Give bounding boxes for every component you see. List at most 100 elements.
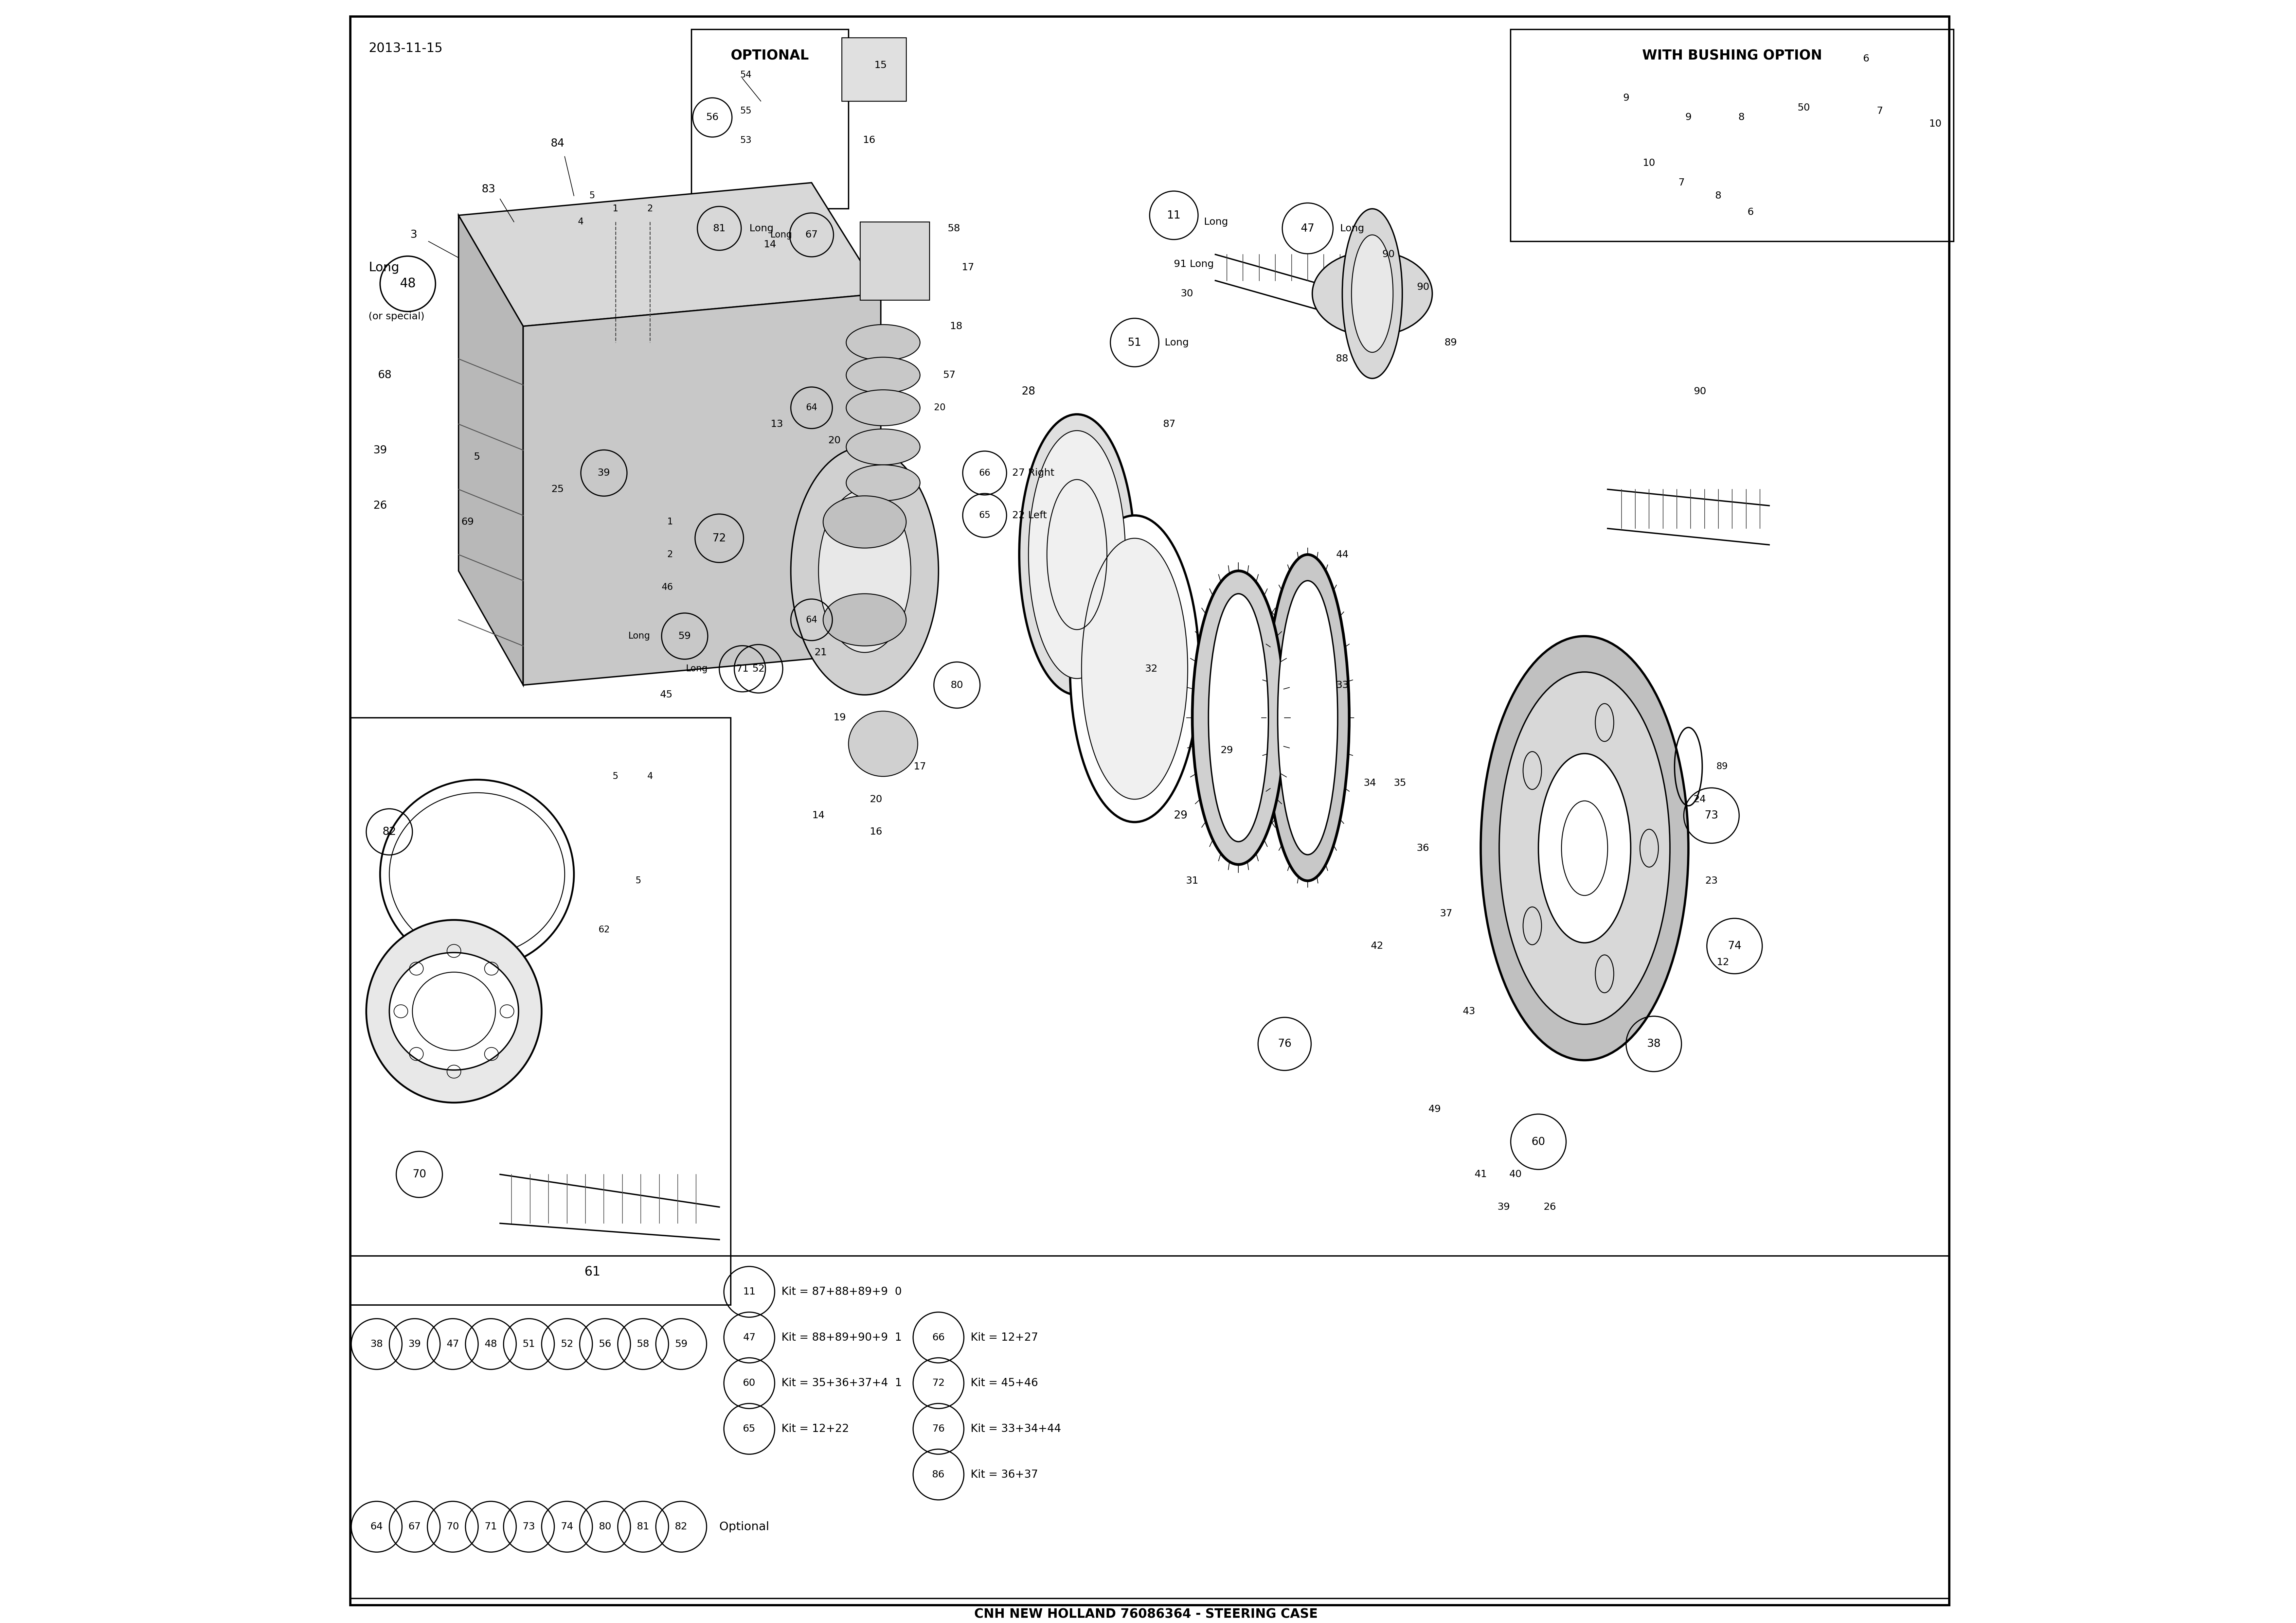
Text: 34: 34 <box>1364 777 1375 787</box>
Text: 68: 68 <box>379 370 393 380</box>
Text: 52: 52 <box>753 664 765 674</box>
Text: 20: 20 <box>934 403 946 412</box>
Text: 39: 39 <box>1497 1203 1511 1212</box>
Text: 52: 52 <box>560 1339 574 1349</box>
Text: Kit = 88+89+90+9  1: Kit = 88+89+90+9 1 <box>781 1332 902 1342</box>
Text: 20: 20 <box>829 435 840 445</box>
Text: 90: 90 <box>1382 250 1394 260</box>
Text: 89: 89 <box>1444 338 1458 347</box>
Text: 47: 47 <box>445 1339 459 1349</box>
Ellipse shape <box>1499 672 1669 1024</box>
Text: 74: 74 <box>560 1522 574 1532</box>
Text: 91 Long: 91 Long <box>1173 260 1215 269</box>
Text: 23: 23 <box>1706 876 1717 886</box>
Bar <box>861 222 930 300</box>
Text: 5: 5 <box>613 773 618 781</box>
Text: 20: 20 <box>870 795 882 803</box>
Text: 3: 3 <box>411 229 418 240</box>
Text: 38: 38 <box>370 1339 383 1349</box>
Text: 45: 45 <box>659 690 673 700</box>
Ellipse shape <box>1070 516 1199 823</box>
Text: 64: 64 <box>806 615 817 625</box>
Text: 4: 4 <box>579 217 583 227</box>
Text: 43: 43 <box>1463 1006 1476 1016</box>
Text: 86: 86 <box>932 1470 946 1479</box>
Text: 41: 41 <box>1474 1170 1488 1180</box>
Polygon shape <box>459 216 523 685</box>
Ellipse shape <box>847 357 921 393</box>
Text: 59: 59 <box>677 631 691 641</box>
Text: 80: 80 <box>951 680 964 690</box>
Text: 70: 70 <box>445 1522 459 1532</box>
Text: Kit = 36+37: Kit = 36+37 <box>971 1469 1038 1480</box>
Text: 10: 10 <box>1929 118 1942 128</box>
Text: 64: 64 <box>806 403 817 412</box>
Text: 65: 65 <box>978 511 990 519</box>
Text: 89: 89 <box>1715 763 1727 771</box>
Text: 65: 65 <box>744 1423 755 1433</box>
Text: 4: 4 <box>647 773 652 781</box>
Text: 16: 16 <box>863 136 875 144</box>
Text: 76: 76 <box>932 1423 946 1433</box>
Text: 17: 17 <box>914 761 925 771</box>
Text: Long: Long <box>769 230 792 240</box>
Text: WITH BUSHING OPTION: WITH BUSHING OPTION <box>1642 49 1823 63</box>
Text: 73: 73 <box>523 1522 535 1532</box>
Text: 9: 9 <box>1623 93 1630 102</box>
Text: 14: 14 <box>765 240 776 250</box>
Ellipse shape <box>847 464 921 502</box>
Ellipse shape <box>1352 235 1394 352</box>
Text: 19: 19 <box>833 712 847 722</box>
Bar <box>349 717 730 1305</box>
Text: 2013-11-15: 2013-11-15 <box>370 42 443 55</box>
Text: 5: 5 <box>473 451 480 461</box>
Text: 54: 54 <box>739 70 751 80</box>
Ellipse shape <box>1277 581 1339 855</box>
Ellipse shape <box>824 594 907 646</box>
Text: Long: Long <box>1203 217 1228 227</box>
Ellipse shape <box>850 711 918 776</box>
Text: 26: 26 <box>374 500 388 511</box>
Ellipse shape <box>390 953 519 1070</box>
Text: 69: 69 <box>461 518 473 527</box>
Text: 50: 50 <box>1798 102 1809 112</box>
Text: 35: 35 <box>1394 777 1407 787</box>
Text: 16: 16 <box>870 828 882 836</box>
Text: 90: 90 <box>1417 282 1430 292</box>
Text: 28: 28 <box>1022 386 1035 398</box>
Text: 15: 15 <box>875 60 886 70</box>
Text: 64: 64 <box>370 1522 383 1532</box>
Text: 82: 82 <box>383 826 397 837</box>
Ellipse shape <box>824 497 907 549</box>
Text: Long: Long <box>1164 338 1189 347</box>
Text: 66: 66 <box>932 1332 946 1342</box>
Text: 33: 33 <box>1336 680 1348 690</box>
Text: 53: 53 <box>739 136 751 144</box>
Text: 26: 26 <box>1543 1203 1557 1212</box>
Text: 39: 39 <box>374 445 388 456</box>
Text: Long: Long <box>370 261 400 274</box>
Text: 57: 57 <box>944 370 955 380</box>
Text: 27 Right: 27 Right <box>1013 469 1054 477</box>
Ellipse shape <box>847 390 921 425</box>
Ellipse shape <box>1313 252 1433 336</box>
Text: 67: 67 <box>806 230 817 240</box>
Text: 2: 2 <box>668 550 673 560</box>
Ellipse shape <box>790 446 939 695</box>
Text: 56: 56 <box>599 1339 611 1349</box>
Text: 30: 30 <box>1180 289 1194 299</box>
Text: 84: 84 <box>551 138 565 149</box>
Text: 48: 48 <box>400 278 416 291</box>
Text: 39: 39 <box>409 1339 420 1349</box>
Ellipse shape <box>1208 594 1267 842</box>
Text: 80: 80 <box>599 1522 611 1532</box>
Text: 22 Left: 22 Left <box>1013 511 1047 519</box>
Text: 11: 11 <box>1166 209 1180 221</box>
Text: 73: 73 <box>1704 810 1717 821</box>
Ellipse shape <box>1343 209 1403 378</box>
Ellipse shape <box>1029 430 1125 678</box>
Text: 51: 51 <box>1127 338 1141 347</box>
Text: 24: 24 <box>1694 795 1706 803</box>
Text: 81: 81 <box>636 1522 650 1532</box>
Ellipse shape <box>1081 539 1187 799</box>
